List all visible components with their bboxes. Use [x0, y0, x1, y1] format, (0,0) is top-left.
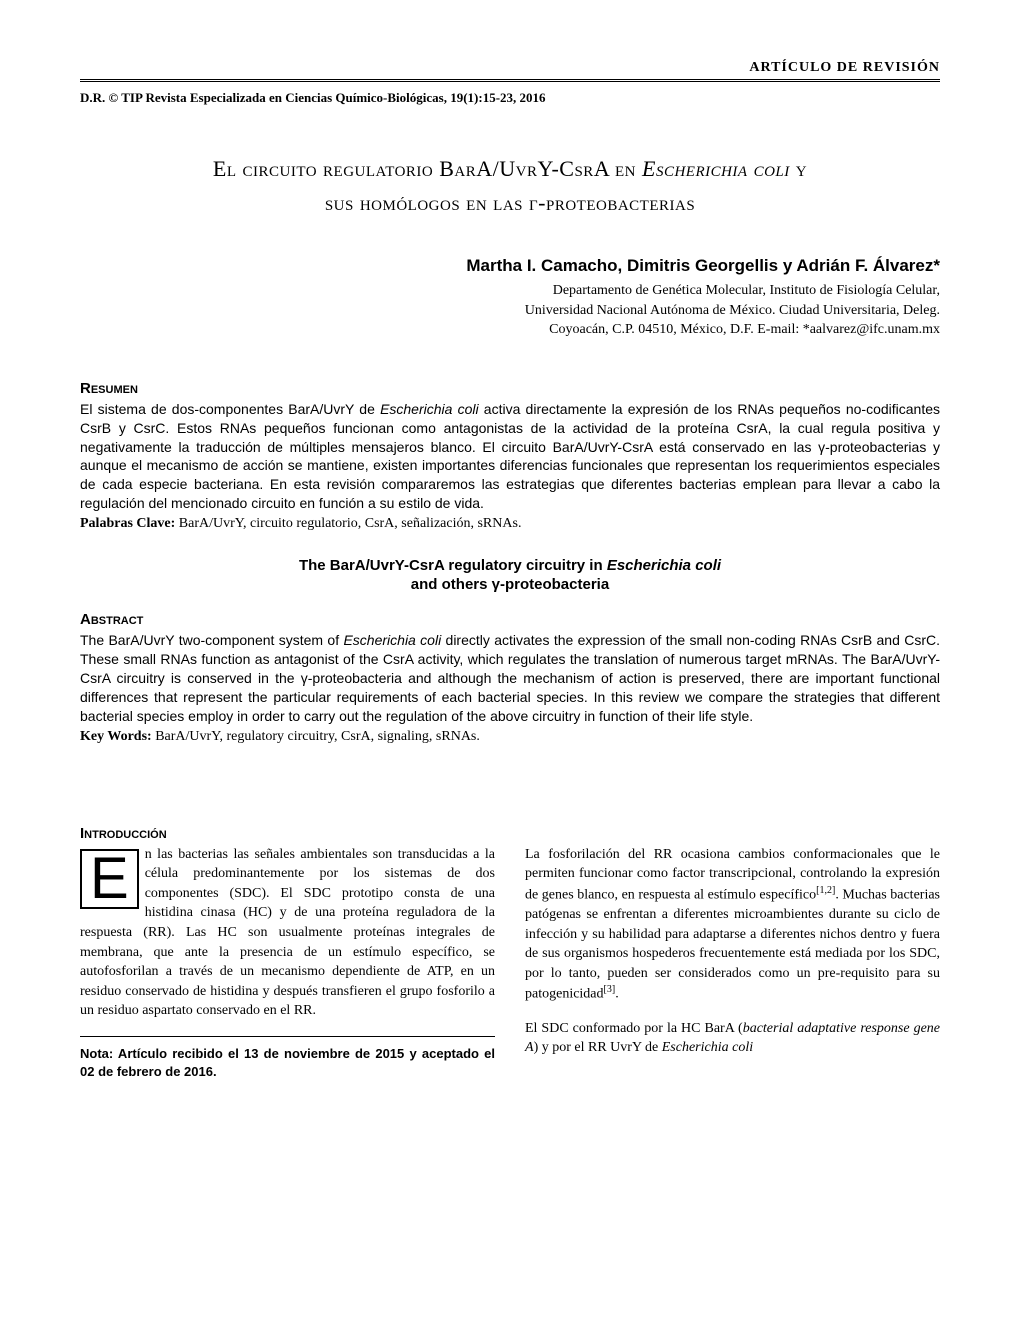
abstract-heading: Abstract	[80, 611, 940, 628]
intro-text: ) y por el RR UvrY de	[534, 1040, 662, 1055]
english-title-line2: and others γ-proteobacteria	[80, 576, 940, 593]
resumen-species: Escherichia coli	[380, 401, 479, 417]
header-section: ARTÍCULO DE REVISIÓN D.R. © TIP Revista …	[80, 60, 940, 106]
nota-text: Nota: Artículo recibido el 13 de noviemb…	[80, 1045, 495, 1081]
title-text: Y-C	[538, 156, 575, 181]
palabras-label: Palabras Clave:	[80, 516, 179, 531]
title-species: Escherichia coli	[642, 156, 790, 181]
intro-paragraph: E n las bacterias las señales ambientale…	[80, 845, 495, 1021]
abstract-species: Escherichia coli	[343, 632, 441, 648]
intro-text: . Muchas bacterias patógenas se enfrenta…	[525, 887, 940, 1002]
palabras-text: BarA/UvrY, circuito regulatorio, CsrA, s…	[179, 516, 522, 531]
resumen-body: El sistema de dos-componentes BarA/UvrY …	[80, 401, 380, 417]
intro-text: El SDC conformado por la HC BarA (	[525, 1021, 743, 1036]
article-title-line1: El circuito regulatorio BarA/UvrY-CsrA e…	[80, 156, 940, 182]
intro-text: n las bacterias las señales ambientales …	[80, 847, 495, 1019]
abstract-body: The BarA/UvrY two-component system of	[80, 632, 343, 648]
affiliation: Departamento de Genética Molecular, Inst…	[80, 281, 940, 340]
intro-column-right: La fosforilación del RR ocasiona cambios…	[525, 845, 940, 1082]
citation-ref: [3]	[604, 984, 616, 995]
affiliation-line: Universidad Nacional Autónoma de México.…	[80, 301, 940, 321]
header-divider	[80, 79, 940, 82]
keywords-text: BarA/UvrY, regulatory circuitry, CsrA, s…	[155, 729, 480, 744]
abstract-text: The BarA/UvrY two-component system of Es…	[80, 631, 940, 725]
title-text: A en	[594, 156, 642, 181]
title-text: vr	[516, 156, 538, 181]
introduccion-section: E n las bacterias las señales ambientale…	[80, 845, 940, 1082]
dropcap: E	[80, 849, 139, 909]
title-text: A/U	[476, 156, 515, 181]
citation-ref: [1,2]	[816, 885, 835, 896]
citation: D.R. © TIP Revista Especializada en Cien…	[80, 90, 940, 106]
nota-divider	[80, 1036, 495, 1037]
english-title-species: Escherichia coli	[607, 557, 721, 574]
title-text: sr	[574, 156, 593, 181]
resumen-section: Resumen El sistema de dos-componentes Ba…	[80, 380, 940, 532]
intro-text: .	[615, 987, 619, 1002]
resumen-heading: Resumen	[80, 380, 940, 397]
intro-species: Escherichia coli	[662, 1040, 753, 1055]
introduccion-heading: Introducción	[80, 825, 940, 842]
authors: Martha I. Camacho, Dimitris Georgellis y…	[80, 256, 940, 276]
keywords-label: Key Words:	[80, 729, 155, 744]
affiliation-line: Coyoacán, C.P. 04510, México, D.F. E-mai…	[80, 320, 940, 340]
intro-paragraph-2: La fosforilación del RR ocasiona cambios…	[525, 845, 940, 1005]
article-title-line2: sus homólogos en las γ-proteobacterias	[80, 190, 940, 216]
key-words: Key Words: BarA/UvrY, regulatory circuit…	[80, 729, 940, 745]
english-title-line1: The BarA/UvrY-CsrA regulatory circuitry …	[80, 557, 940, 574]
abstract-section: Abstract The BarA/UvrY two-component sys…	[80, 611, 940, 744]
intro-paragraph-3: El SDC conformado por la HC BarA (bacter…	[525, 1019, 940, 1058]
article-type: ARTÍCULO DE REVISIÓN	[80, 60, 940, 76]
resumen-text: El sistema de dos-componentes BarA/UvrY …	[80, 400, 940, 513]
affiliation-line: Departamento de Genética Molecular, Inst…	[80, 281, 940, 301]
resumen-body: activa directamente la expresión de los …	[80, 401, 940, 511]
palabras-clave: Palabras Clave: BarA/UvrY, circuito regu…	[80, 516, 940, 532]
intro-column-left: E n las bacterias las señales ambientale…	[80, 845, 495, 1082]
title-text: El circuito regulatorio Bar	[213, 156, 476, 181]
english-title-text: The BarA/UvrY-CsrA regulatory circuitry …	[299, 557, 607, 574]
title-text: y	[790, 156, 807, 181]
